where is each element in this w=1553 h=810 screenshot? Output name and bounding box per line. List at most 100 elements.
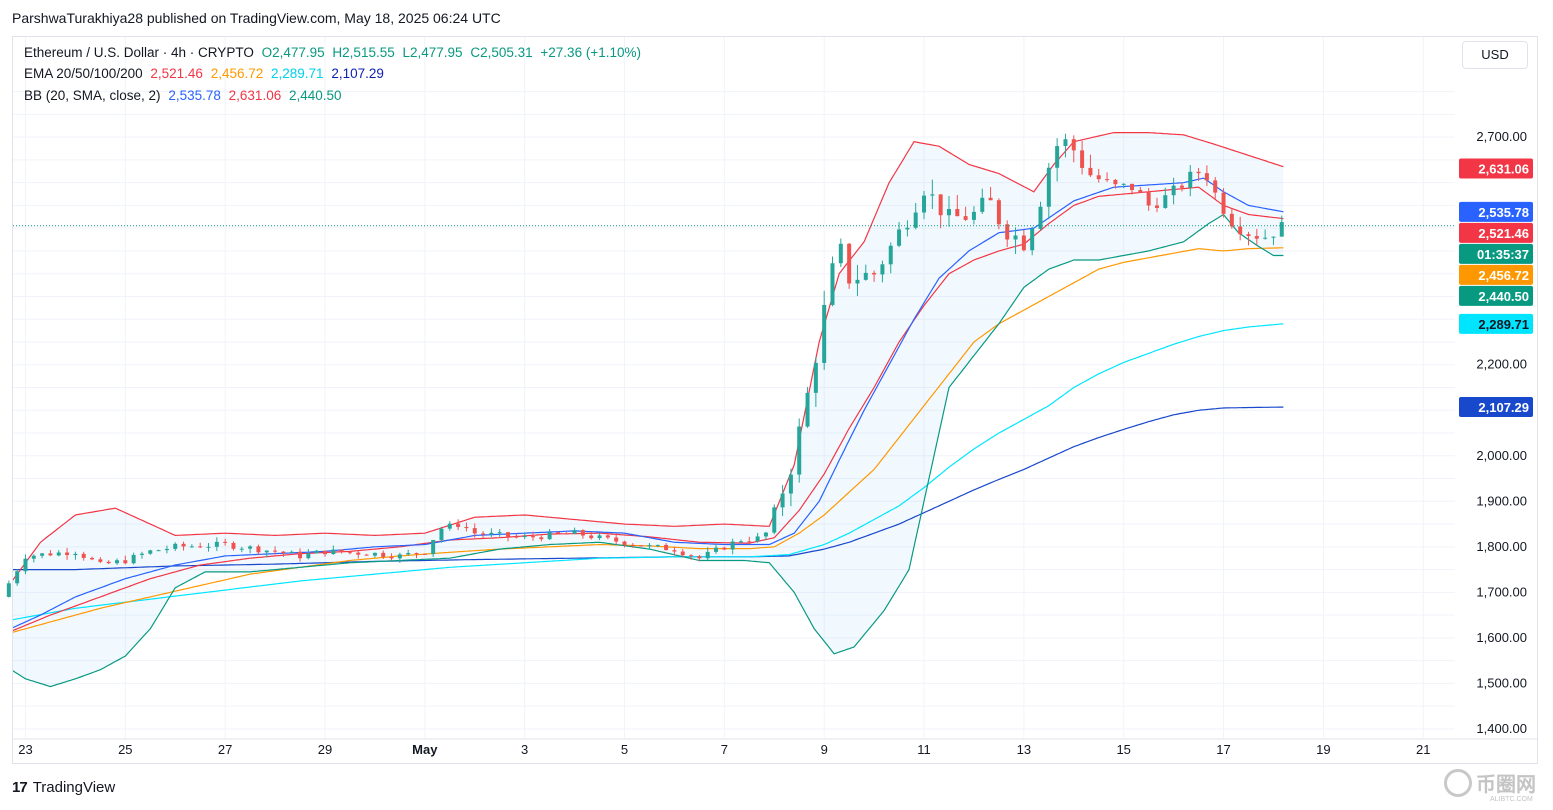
price-tick-label: 1,800.00	[1476, 539, 1527, 554]
legend-ema[interactable]: EMA 20/50/100/200 2,521.46 2,456.72 2,28…	[24, 66, 388, 81]
price-axis: 1,400.00 1,500.00 1,600.00 1,700.00 1,800.00…	[1476, 129, 1527, 736]
candle-body	[597, 535, 602, 539]
candle-body	[672, 550, 677, 552]
candle-body	[1105, 179, 1110, 181]
candle-body	[614, 537, 619, 542]
candle-body	[1238, 226, 1243, 235]
publisher-line: ParshwaTurakhiya28 published on TradingV…	[12, 10, 501, 26]
candle-body	[772, 507, 777, 533]
candle-body	[1071, 139, 1076, 151]
candle-body	[530, 536, 535, 538]
footer-brand[interactable]: TradingView	[32, 779, 116, 796]
candle-body	[730, 541, 735, 550]
price-badge-label: 2,521.46	[1478, 226, 1529, 241]
candle-body	[722, 547, 727, 550]
candle-body	[439, 528, 444, 541]
candle-body	[256, 546, 261, 553]
candle-body	[206, 546, 211, 548]
candle-body	[655, 544, 660, 546]
candle-body	[23, 558, 28, 572]
candle-body	[131, 554, 136, 564]
price-badge	[1459, 264, 1533, 285]
watermark: 币圈网	[1444, 768, 1536, 797]
watermark-logo-icon	[1444, 768, 1472, 797]
legend-low: L2,477.95	[402, 45, 463, 60]
candle-body	[980, 197, 985, 212]
candle-body	[156, 550, 161, 552]
candle-body	[589, 535, 594, 539]
price-tick-label: 1,700.00	[1476, 584, 1527, 599]
candle-body	[347, 552, 352, 554]
candle-body	[971, 211, 976, 220]
price-badge	[1459, 222, 1533, 243]
candle-body	[322, 550, 327, 555]
candle-body	[81, 553, 86, 558]
time-tick-label: 21	[1416, 742, 1430, 757]
price-tick-label: 1,900.00	[1476, 493, 1527, 508]
time-tick-label: 9	[821, 742, 828, 757]
candle-body	[1221, 192, 1226, 214]
legend-bb[interactable]: BB (20, SMA, close, 2) 2,535.78 2,631.06…	[24, 88, 346, 103]
candle-body	[955, 208, 960, 217]
candle-body	[963, 216, 968, 220]
candle-body	[522, 536, 527, 538]
candle-body	[880, 264, 885, 275]
candle-body	[264, 550, 269, 553]
candle-body	[48, 553, 53, 556]
candle-body	[630, 544, 635, 546]
candle-body	[447, 523, 452, 529]
legend-high: H2,515.55	[332, 45, 395, 60]
currency-button[interactable]: USD	[1462, 41, 1528, 69]
candlestick-series	[6, 133, 1284, 598]
candle-body	[314, 550, 319, 554]
candle-body	[364, 554, 369, 556]
price-tick-label: 1,600.00	[1476, 630, 1527, 645]
candle-body	[90, 557, 95, 560]
price-axis-labels: 2,631.06 2,535.78 2,521.46 01:35:37 2,456.72…	[1459, 158, 1533, 417]
candle-body	[1154, 205, 1159, 208]
candle-body	[6, 583, 11, 597]
price-badge	[1459, 285, 1533, 306]
ema-100-line	[13, 323, 1284, 621]
candle-body	[1263, 237, 1268, 239]
price-badge-label: 01:35:37	[1477, 247, 1529, 262]
candle-body	[1254, 236, 1259, 239]
candle-body	[805, 392, 810, 427]
price-badge	[1459, 313, 1533, 334]
candle-body	[123, 560, 128, 564]
legend-ohlc[interactable]: Ethereum / U.S. Dollar · 4h · CRYPTO O2,…	[24, 45, 645, 60]
price-tick-label: 1,500.00	[1476, 675, 1527, 690]
candle-body	[1046, 167, 1051, 207]
candle-body	[1130, 183, 1135, 191]
candle-body	[223, 541, 228, 543]
price-badge-label: 2,107.29	[1478, 400, 1529, 415]
candle-body	[514, 536, 519, 538]
candle-body	[248, 546, 253, 549]
legend-close: C2,505.31	[470, 45, 533, 60]
legend-ema50: 2,456.72	[210, 66, 264, 81]
candle-body	[464, 526, 469, 529]
candle-body	[164, 548, 169, 551]
candle-body	[855, 279, 860, 284]
candle-body	[198, 546, 203, 548]
candle-body	[1038, 206, 1043, 229]
legend-bb-up: 2,631.06	[228, 88, 282, 103]
time-tick-label: May	[412, 742, 438, 757]
candle-body	[148, 550, 153, 554]
price-tick-label: 2,000.00	[1476, 448, 1527, 463]
legend-ema100: 2,289.71	[271, 66, 324, 81]
bollinger-band-fill	[13, 132, 1284, 687]
candle-body	[664, 544, 669, 551]
price-badge-label: 2,289.71	[1478, 317, 1529, 332]
candle-body	[139, 553, 144, 555]
candle-body	[1196, 171, 1201, 174]
legend-bb-label: BB (20, SMA, close, 2)	[24, 88, 161, 103]
candle-body	[231, 542, 236, 549]
candle-body	[497, 532, 502, 534]
candle-body	[580, 530, 585, 536]
candle-body	[747, 541, 752, 543]
candle-body	[1179, 185, 1184, 188]
time-tick-label: 29	[318, 742, 332, 757]
candle-body	[1229, 213, 1234, 227]
